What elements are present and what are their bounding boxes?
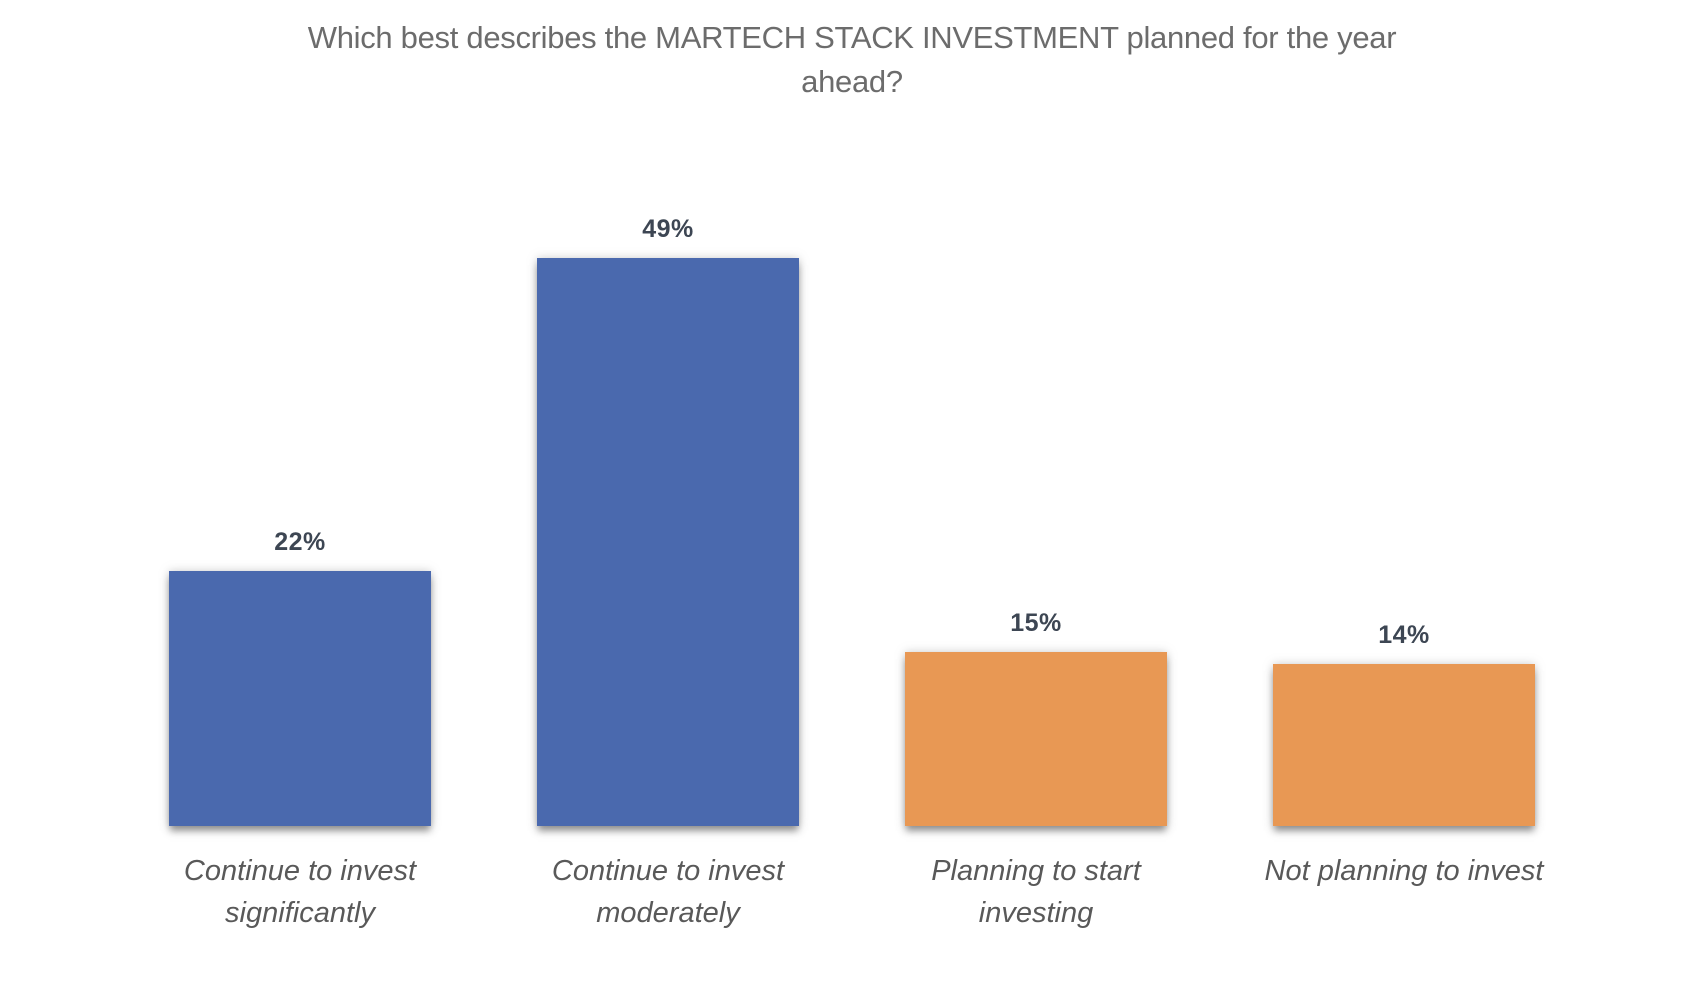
chart-title: Which best describes the MARTECH STACK I… [252,16,1452,104]
value-label: 49% [642,215,694,243]
category-label: Continue to invest significantly [183,855,417,929]
value-label: 15% [1010,609,1062,637]
bar-column: 22% [169,530,431,826]
value-label: 22% [274,528,326,556]
chart-title-line-1: Which best describes the MARTECH STACK I… [307,20,1397,55]
bar [537,258,799,826]
plot-area: 22% 49% 15% 14% [169,0,1535,826]
category-label: Continue to invest moderately [551,855,785,929]
category-label: Not planning to invest [1264,855,1544,887]
category-label: Planning to start investing [931,855,1141,929]
bar [1273,664,1535,826]
bar-column: 49% [537,217,799,826]
bar [905,652,1167,826]
chart-title-line-2: ahead? [801,64,903,99]
bar-column: 15% [905,611,1167,826]
bar-column: 14% [1273,623,1535,826]
category-axis: Continue to invest significantly Continue… [150,850,1554,934]
value-label: 14% [1378,621,1430,649]
bar [169,571,431,826]
